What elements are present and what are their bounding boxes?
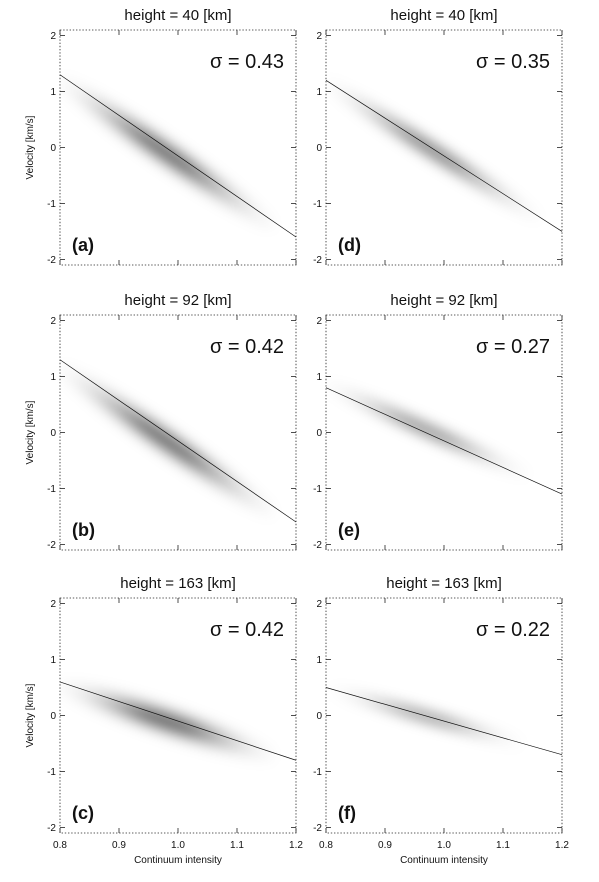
panel-a: -2 -1 0 1 2 height = 40 [km] σ = 0.43 (a) Veloci… (25, 7, 297, 266)
x-tick-label: 0.9 (112, 840, 126, 851)
density-layer (398, 708, 455, 725)
density-cloud (326, 81, 540, 220)
density-layer (401, 130, 464, 171)
panel-title: height = 40 [km] (124, 7, 231, 24)
y-tick-label: 2 (50, 599, 56, 610)
y-tick-label: 1 (50, 372, 56, 383)
panel-letter: (a) (72, 235, 94, 255)
y-tick-label: -2 (47, 255, 56, 266)
x-axis-label: Continuum intensity (400, 855, 488, 866)
x-tick-label: 0.9 (378, 840, 392, 851)
density-layer (135, 131, 198, 175)
fit-line (325, 687, 563, 756)
y-tick-label: 0 (316, 143, 322, 154)
fit-line (59, 681, 297, 761)
density-cloud (60, 682, 274, 760)
x-tick-label: 1.1 (230, 840, 244, 851)
y-tick-label: -1 (47, 484, 56, 495)
x-tick-label: 0.8 (53, 840, 67, 851)
y-axis-label: Velocity [km/s] (25, 115, 36, 179)
sigma-label: σ = 0.42 (210, 619, 284, 641)
sigma-label: σ = 0.42 (210, 336, 284, 358)
y-tick-label: 0 (50, 711, 56, 722)
density-layer (135, 710, 198, 733)
panel-title: height = 92 [km] (124, 292, 231, 309)
panel-letter: (c) (72, 803, 94, 823)
x-tick-label: 1.0 (437, 840, 451, 851)
y-tick-label: -2 (313, 540, 322, 551)
density-layer (135, 419, 198, 463)
y-tick-label: 1 (50, 655, 56, 666)
y-tick-label: -1 (313, 199, 322, 210)
y-tick-label: 2 (316, 599, 322, 610)
panel-e: -2 -1 0 1 2 height = 92 [km] σ = 0.27 (e) (313, 292, 563, 551)
y-tick-label: 0 (50, 428, 56, 439)
panel-title: height = 163 [km] (386, 575, 502, 592)
panel-letter: (d) (338, 235, 361, 255)
panel-title: height = 92 [km] (390, 292, 497, 309)
fit-line (325, 80, 563, 232)
x-axis-label: Continuum intensity (134, 855, 222, 866)
y-tick-label: 1 (50, 87, 56, 98)
y-tick-label: -1 (47, 767, 56, 778)
x-tick-label: 1.2 (289, 840, 303, 851)
y-axis-label: Velocity [km/s] (25, 683, 36, 747)
y-tick-label: -1 (313, 767, 322, 778)
panel-c: 0.8 0.9 1.0 1.1 1.2 -2 -1 0 1 2 height = 163 [km] σ… (25, 575, 303, 866)
y-tick-label: 1 (316, 655, 322, 666)
density-layer (396, 416, 456, 444)
sigma-label: σ = 0.22 (476, 619, 550, 641)
panel-letter: (b) (72, 520, 95, 540)
y-tick-label: 0 (50, 143, 56, 154)
sigma-label: σ = 0.27 (476, 336, 550, 358)
y-tick-label: 0 (316, 711, 322, 722)
y-tick-label: 0 (316, 428, 322, 439)
density-cloud (330, 688, 523, 745)
density-cloud (60, 78, 274, 228)
fit-line (59, 359, 297, 523)
y-tick-label: -2 (313, 823, 322, 834)
panel-f: 0.8 0.9 1.0 1.1 1.2 -2 -1 0 1 2 height = 163 [km] σ… (313, 575, 569, 866)
fit-line (325, 387, 563, 495)
density-cloud (60, 366, 274, 516)
sigma-label: σ = 0.35 (476, 51, 550, 73)
panel-title: height = 163 [km] (120, 575, 236, 592)
y-tick-label: 2 (316, 31, 322, 42)
y-tick-label: -2 (47, 823, 56, 834)
panel-letter: (f) (338, 803, 356, 823)
panel-b: -2 -1 0 1 2 height = 92 [km] σ = 0.42 (b) Veloci… (25, 292, 297, 551)
x-tick-label: 1.2 (555, 840, 569, 851)
x-tick-label: 1.1 (496, 840, 510, 851)
y-tick-label: 2 (316, 316, 322, 327)
y-axis-label: Velocity [km/s] (25, 400, 36, 464)
y-tick-label: 1 (316, 372, 322, 383)
x-tick-label: 0.8 (319, 840, 333, 851)
y-tick-label: 2 (50, 316, 56, 327)
y-tick-label: -2 (47, 540, 56, 551)
y-tick-label: -1 (47, 199, 56, 210)
density-cloud (326, 383, 528, 476)
sigma-label: σ = 0.43 (210, 51, 284, 73)
x-tick-label: 1.0 (171, 840, 185, 851)
y-tick-label: -2 (313, 255, 322, 266)
y-tick-label: 1 (316, 87, 322, 98)
panel-title: height = 40 [km] (390, 7, 497, 24)
panel-d: -2 -1 0 1 2 height = 40 [km] σ = 0.35 (d) (313, 7, 563, 266)
y-tick-label: -1 (313, 484, 322, 495)
fit-line (59, 74, 297, 238)
y-tick-label: 2 (50, 31, 56, 42)
panel-letter: (e) (338, 520, 360, 540)
